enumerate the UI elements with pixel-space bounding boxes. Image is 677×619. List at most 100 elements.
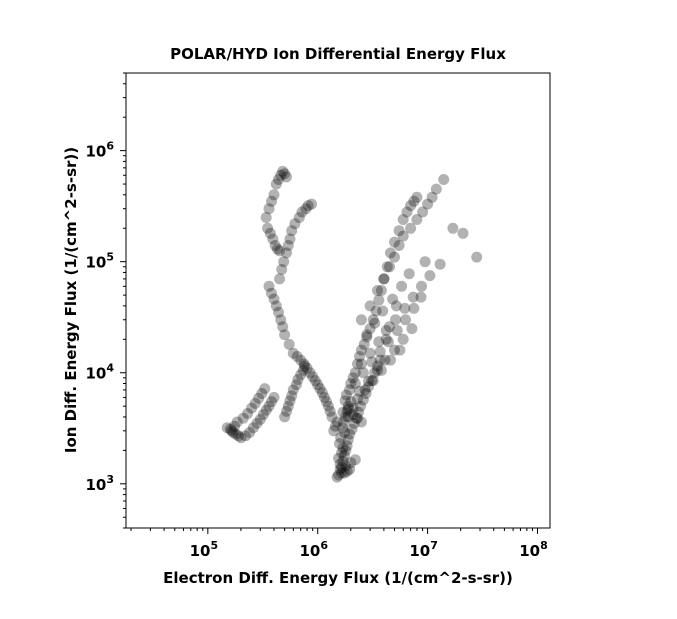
data-point: [328, 425, 340, 437]
data-point: [281, 405, 292, 417]
data-point: [263, 280, 275, 292]
data-point: [295, 369, 307, 381]
y-tick-label: 106: [85, 140, 114, 161]
data-point: [263, 203, 275, 215]
y-tick-label: 103: [85, 473, 114, 494]
data-point: [269, 240, 281, 251]
data-point: [405, 222, 417, 234]
data-point: [281, 247, 292, 259]
data-point: [336, 462, 348, 474]
plot-frame: [125, 72, 551, 529]
data-point: [322, 400, 334, 412]
data-point: [396, 280, 408, 292]
data-point: [438, 174, 450, 185]
data-point: [349, 378, 361, 389]
data-point: [226, 425, 238, 437]
data-point: [253, 392, 265, 404]
data-point: [339, 395, 351, 407]
data-point: [256, 388, 268, 399]
data-point: [350, 412, 362, 424]
data-point: [266, 287, 277, 299]
data-point: [367, 314, 379, 326]
data-point: [312, 379, 324, 391]
y-axis-label: Ion Diff. Energy Flux (1/(cm^2-s-sr)): [62, 147, 80, 453]
data-point: [229, 420, 240, 432]
data-point: [384, 261, 395, 273]
data-point: [352, 358, 363, 370]
data-point: [292, 374, 304, 385]
data-point: [369, 317, 381, 329]
data-point: [275, 314, 287, 326]
data-point: [397, 214, 409, 225]
data-point: [345, 457, 357, 469]
data-point: [282, 400, 294, 412]
data-point: [366, 375, 378, 387]
data-point: [273, 306, 284, 318]
data-point: [375, 285, 387, 296]
data-point: [403, 268, 415, 280]
data-point: [361, 329, 373, 341]
data-point: [407, 291, 419, 303]
data-point: [320, 396, 332, 408]
data-point: [301, 362, 313, 374]
data-point: [384, 321, 395, 333]
data-point: [286, 225, 298, 237]
data-point: [364, 347, 376, 359]
data-point: [374, 354, 386, 366]
data-point: [270, 300, 282, 312]
data-point: [389, 236, 400, 248]
data-point: [377, 305, 389, 317]
data-point: [342, 400, 354, 412]
data-point: [341, 405, 353, 417]
data-point: [341, 465, 353, 477]
data-point: [335, 432, 347, 444]
data-point: [266, 195, 277, 207]
data-point: [358, 338, 370, 350]
data-point: [230, 428, 242, 440]
data-point: [260, 404, 272, 416]
data-point: [233, 430, 244, 442]
data-point: [347, 409, 359, 421]
data-point: [287, 347, 299, 359]
data-point: [378, 273, 390, 285]
data-point: [334, 463, 346, 475]
data-point: [379, 354, 391, 366]
data-point: [344, 428, 356, 440]
data-point: [257, 409, 269, 421]
data-point: [348, 417, 360, 429]
data-point: [316, 387, 328, 399]
data-point: [254, 413, 266, 425]
data-point: [393, 240, 405, 251]
data-point: [355, 314, 367, 326]
data-point: [363, 375, 374, 387]
data-point: [416, 280, 427, 292]
data-point: [415, 291, 427, 303]
data-point: [457, 227, 469, 239]
data-point: [411, 214, 423, 225]
data-point: [306, 198, 318, 210]
data-point: [242, 408, 254, 419]
data-point: [338, 416, 350, 428]
data-point: [299, 360, 311, 372]
data-point: [297, 364, 309, 376]
data-point: [387, 293, 399, 305]
data-point: [391, 325, 403, 336]
data-point: [354, 351, 365, 362]
data-point: [340, 444, 352, 456]
data-point: [262, 222, 274, 234]
data-point: [270, 178, 282, 190]
data-point: [279, 168, 291, 180]
data-point: [394, 344, 406, 356]
data-point: [329, 420, 341, 432]
data-point: [340, 411, 352, 423]
data-point: [340, 389, 352, 401]
data-point: [235, 432, 247, 444]
data-point: [361, 331, 373, 343]
data-point: [381, 261, 393, 273]
data-point: [380, 325, 392, 336]
data-point: [291, 351, 303, 362]
data-point: [357, 367, 369, 379]
data-point: [231, 416, 243, 428]
data-point: [331, 416, 343, 428]
data-point: [282, 240, 294, 251]
